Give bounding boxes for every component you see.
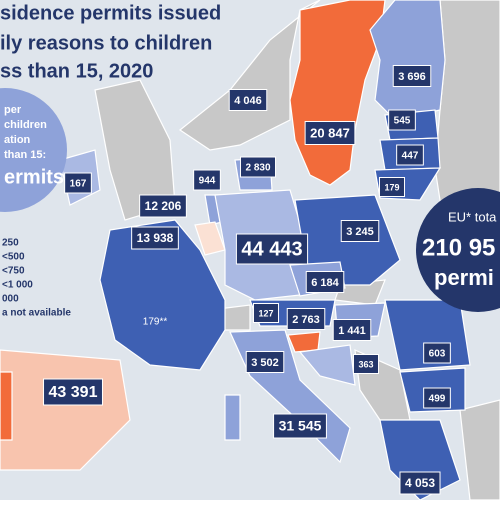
label-box [352, 354, 380, 374]
legend-heading: children [4, 119, 47, 131]
country-label: 44 443 [241, 238, 302, 260]
country-label: 447 [402, 151, 419, 162]
label-box [305, 271, 345, 293]
total-value: 210 95 [422, 234, 495, 261]
legend-class: a not available [2, 308, 71, 319]
label-box [340, 220, 380, 242]
country-label: 944 [199, 176, 216, 187]
legend-heading: per [4, 104, 22, 116]
label-box [252, 303, 280, 323]
portugal [0, 371, 13, 441]
label-box [392, 65, 432, 87]
legend-heading: than 15: [4, 149, 46, 161]
legend-class: <500 [2, 252, 25, 263]
country-label: 363 [358, 359, 373, 369]
total-label: EU* tota [448, 209, 497, 224]
label-box [423, 342, 451, 364]
country-label: 2 763 [292, 314, 320, 326]
country-label: 603 [429, 349, 446, 360]
note-label: 179** [143, 317, 168, 328]
label-box [228, 89, 268, 111]
country-label: 545 [394, 116, 411, 127]
country-label: 3 245 [346, 226, 374, 238]
france [99, 219, 226, 371]
country-label: 499 [429, 394, 446, 405]
label-box [273, 413, 327, 439]
label-box [399, 471, 441, 495]
legend-badge [0, 88, 67, 212]
country-label: 1 441 [338, 325, 366, 337]
label-box [193, 169, 221, 191]
country-label: 2 830 [245, 163, 270, 174]
label-box [332, 319, 372, 341]
label-box [286, 308, 326, 330]
label-box [245, 351, 285, 373]
title-line: sidence permits issued [0, 2, 221, 24]
label-box [131, 226, 179, 250]
legend-unit: ermits [4, 166, 64, 188]
label-box [378, 177, 406, 197]
title-line: ss than 15, 2020 [0, 60, 153, 82]
label-box [423, 387, 451, 409]
country-label: 6 184 [311, 277, 339, 289]
legend-class: 000 [2, 294, 19, 305]
country-label: 13 938 [137, 231, 174, 245]
croatia [298, 344, 356, 386]
country-label: 179 [384, 182, 399, 192]
legend-class: <750 [2, 266, 25, 277]
label-box [388, 109, 416, 131]
legend: 250 <500 <750 <1 000 000 a not available [2, 238, 71, 319]
label-box [64, 172, 92, 194]
legend-class: 250 [2, 238, 19, 249]
country-labels: 4 046 20 847 3 696 545 447 179 167 944 2 830 12 2… [43, 65, 451, 495]
country-label: 12 206 [145, 199, 182, 213]
turkey [459, 399, 500, 501]
label-box [235, 233, 309, 265]
norway [178, 0, 321, 151]
finland [369, 0, 446, 121]
label-box [396, 144, 424, 166]
legend-heading: ation [4, 134, 31, 146]
country-label: 43 391 [49, 384, 98, 401]
total-badge [416, 188, 500, 312]
country-label: 4 046 [234, 95, 262, 107]
legend-class: <1 000 [2, 280, 33, 291]
country-label: 3 502 [251, 357, 279, 369]
country-label: 3 696 [398, 71, 426, 83]
sardinia [224, 394, 241, 441]
country-label: 20 847 [310, 125, 350, 140]
label-box [304, 121, 356, 145]
label-box [139, 194, 187, 218]
total-unit: permi [434, 265, 494, 290]
country-label: 31 545 [279, 418, 322, 434]
country-label: 167 [70, 179, 87, 190]
country-label: 127 [258, 308, 273, 318]
label-box [239, 156, 277, 178]
country-label: 4 053 [405, 476, 435, 490]
label-box [43, 378, 103, 406]
title-line: ily reasons to children [0, 32, 212, 54]
